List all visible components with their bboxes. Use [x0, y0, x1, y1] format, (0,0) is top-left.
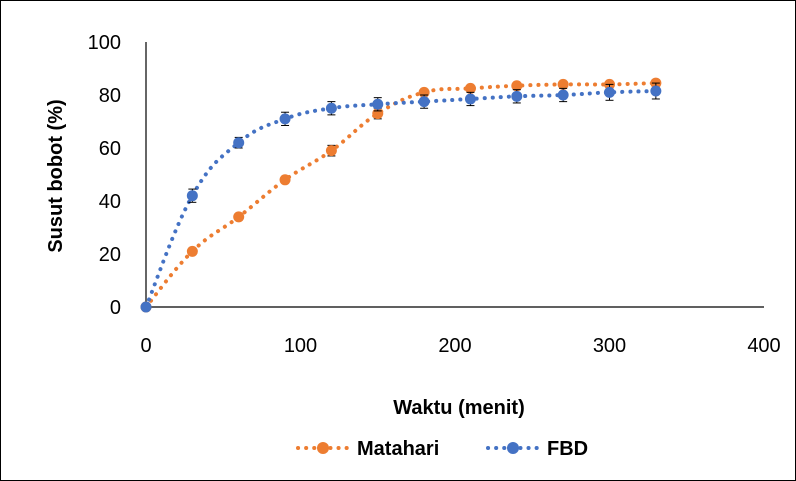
data-point [511, 80, 523, 92]
data-point [186, 245, 198, 257]
legend-label: FBD [547, 438, 588, 460]
series-matahari [140, 77, 662, 313]
data-point [511, 90, 523, 102]
data-point [279, 113, 291, 125]
axes [145, 42, 764, 308]
series-line [144, 89, 658, 309]
data-point [140, 301, 152, 313]
y-tick-label: 60 [99, 138, 121, 160]
y-tick-label: 20 [99, 244, 121, 266]
x-tick-label: 200 [438, 335, 471, 357]
series-layer [140, 77, 662, 313]
series-fbd [140, 82, 662, 313]
data-point [233, 137, 245, 149]
legend-item-fbd: FBD [486, 438, 588, 460]
y-axis-title: Susut bobot (%) [45, 99, 67, 252]
y-tick-label: 40 [99, 191, 121, 213]
data-point [186, 190, 198, 202]
data-point [604, 86, 615, 98]
tick-labels: 0 100 200 300 400 0 20 40 60 80 100 [88, 32, 781, 357]
legend-item-matahari: Matahari [296, 438, 439, 460]
data-point [233, 211, 245, 223]
series-line [144, 81, 658, 309]
data-point [325, 145, 337, 157]
legend-label: Matahari [357, 438, 439, 460]
x-tick-label: 300 [593, 335, 626, 357]
data-point [372, 98, 384, 110]
data-point [650, 85, 662, 97]
legend-swatch-marker [507, 442, 519, 454]
data-point [418, 96, 430, 108]
y-tick-label: 100 [88, 32, 121, 54]
data-point [464, 93, 476, 105]
x-tick-label: 100 [284, 335, 317, 357]
legend-swatch-marker [317, 442, 329, 454]
data-point [279, 174, 291, 186]
data-point [557, 89, 569, 101]
y-tick-label: 80 [99, 85, 121, 107]
data-point [325, 102, 337, 114]
x-axis-title: Waktu (menit) [393, 397, 524, 419]
x-tick-label: 400 [747, 335, 780, 357]
legend: Matahari FBD [296, 438, 588, 460]
y-tick-label: 0 [110, 297, 121, 319]
data-point [464, 82, 476, 94]
x-tick-label: 0 [140, 335, 151, 357]
data-point [557, 78, 569, 90]
